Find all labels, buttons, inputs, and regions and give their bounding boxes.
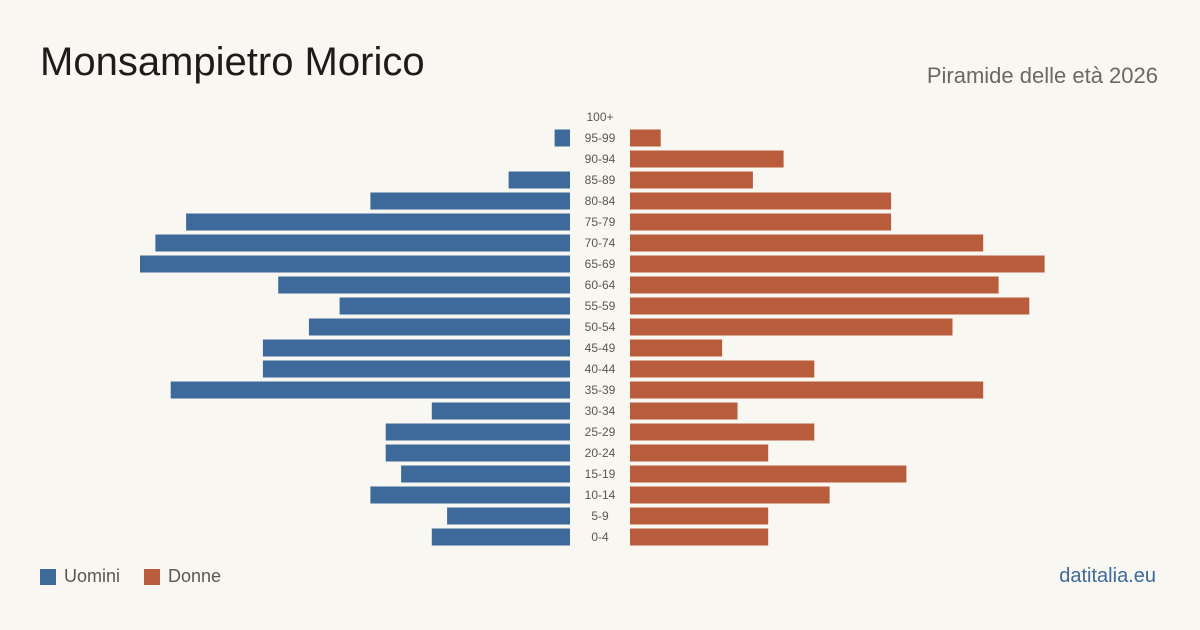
bar-women-25-29 bbox=[630, 423, 815, 441]
bar-women-80-84 bbox=[630, 192, 892, 210]
age-label-75-79: 75-79 bbox=[585, 215, 616, 229]
bar-women-75-79 bbox=[630, 213, 892, 231]
legend-item-men: Uomini bbox=[40, 566, 120, 587]
bar-men-25-29 bbox=[385, 423, 570, 441]
legend-swatch-men bbox=[40, 568, 56, 585]
age-label-65-69: 65-69 bbox=[585, 257, 616, 271]
bar-men-65-69 bbox=[140, 255, 570, 273]
legend-label-women: Donne bbox=[168, 566, 222, 586]
bar-men-40-44 bbox=[262, 360, 570, 378]
bar-men-50-54 bbox=[308, 318, 570, 336]
age-label-5-9: 5-9 bbox=[591, 509, 609, 523]
bar-women-45-49 bbox=[630, 339, 723, 357]
bar-men-45-49 bbox=[262, 339, 570, 357]
bar-women-10-14 bbox=[630, 486, 830, 504]
bar-women-85-89 bbox=[630, 171, 753, 189]
age-label-40-44: 40-44 bbox=[585, 362, 616, 376]
bar-women-30-34 bbox=[630, 402, 738, 420]
bar-men-15-19 bbox=[401, 465, 570, 483]
bar-men-20-24 bbox=[385, 444, 570, 462]
age-label-25-29: 25-29 bbox=[585, 425, 616, 439]
legend-swatch-women bbox=[144, 568, 161, 585]
bar-women-35-39 bbox=[630, 381, 984, 399]
bar-men-95-99 bbox=[554, 129, 570, 147]
age-label-0-4: 0-4 bbox=[591, 530, 609, 544]
bar-men-30-34 bbox=[431, 402, 570, 420]
bar-men-35-39 bbox=[170, 381, 570, 399]
bar-men-70-74 bbox=[155, 234, 570, 252]
bar-women-65-69 bbox=[630, 255, 1045, 273]
bar-men-5-9 bbox=[447, 507, 570, 525]
age-label-85-89: 85-89 bbox=[585, 173, 616, 187]
age-label-80-84: 80-84 bbox=[585, 194, 616, 208]
bar-women-60-64 bbox=[630, 276, 999, 294]
bar-women-70-74 bbox=[630, 234, 984, 252]
age-label-20-24: 20-24 bbox=[585, 446, 616, 460]
bar-women-55-59 bbox=[630, 297, 1030, 315]
bar-women-20-24 bbox=[630, 444, 769, 462]
legend-item-women: Donne bbox=[144, 566, 221, 587]
bar-men-0-4 bbox=[431, 528, 570, 546]
bar-women-95-99 bbox=[630, 129, 661, 147]
age-label-10-14: 10-14 bbox=[585, 488, 616, 502]
bar-women-50-54 bbox=[630, 318, 953, 336]
age-label-30-34: 30-34 bbox=[585, 404, 616, 418]
chart-legend: Uomini Donne bbox=[40, 566, 245, 587]
bar-women-0-4 bbox=[630, 528, 769, 546]
age-label-95-99: 95-99 bbox=[585, 131, 616, 145]
chart-subtitle: Piramide delle età 2026 bbox=[926, 63, 1158, 88]
age-label-15-19: 15-19 bbox=[585, 467, 616, 481]
age-label-35-39: 35-39 bbox=[585, 383, 616, 397]
age-label-90-94: 90-94 bbox=[585, 152, 616, 166]
age-label-55-59: 55-59 bbox=[585, 299, 616, 313]
source-link[interactable]: datitalia.eu bbox=[1059, 565, 1156, 587]
bar-women-90-94 bbox=[630, 150, 784, 168]
bar-men-85-89 bbox=[508, 171, 570, 189]
bar-men-75-79 bbox=[186, 213, 570, 231]
bar-men-80-84 bbox=[370, 192, 570, 210]
bar-men-10-14 bbox=[370, 486, 570, 504]
bar-men-55-59 bbox=[339, 297, 570, 315]
age-label-50-54: 50-54 bbox=[585, 320, 616, 334]
legend-label-men: Uomini bbox=[64, 566, 121, 586]
age-label-60-64: 60-64 bbox=[585, 278, 616, 292]
age-label-100+: 100+ bbox=[586, 110, 613, 124]
page-title: Monsampietro Morico bbox=[40, 40, 425, 84]
bar-men-60-64 bbox=[278, 276, 570, 294]
age-label-45-49: 45-49 bbox=[585, 341, 616, 355]
bar-women-40-44 bbox=[630, 360, 815, 378]
bar-women-5-9 bbox=[630, 507, 769, 525]
bar-women-15-19 bbox=[630, 465, 907, 483]
age-label-70-74: 70-74 bbox=[585, 236, 616, 250]
